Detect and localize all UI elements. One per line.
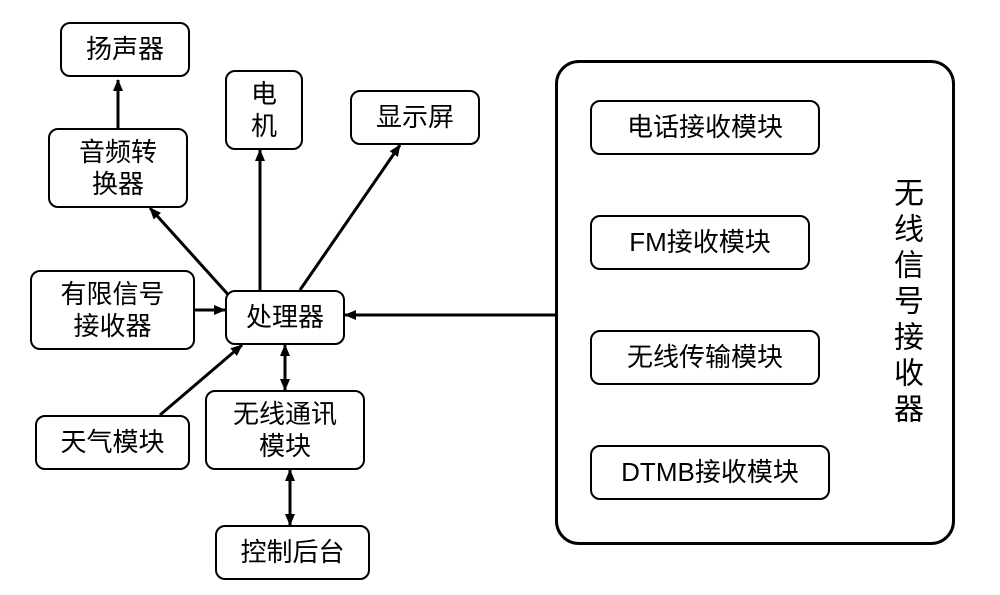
label: 电话接收模块 — [627, 111, 783, 144]
node-control-backend: 控制后台 — [215, 525, 370, 580]
label: 无线通讯模块 — [233, 398, 337, 463]
label: 控制后台 — [240, 536, 344, 569]
node-audio-converter: 音频转换器 — [48, 128, 188, 208]
node-phone-rx: 电话接收模块 — [590, 100, 820, 155]
node-motor: 电机 — [225, 70, 303, 150]
label: 扬声器 — [86, 33, 164, 66]
label: 显示屏 — [376, 101, 454, 134]
node-fm-rx: FM接收模块 — [590, 215, 810, 270]
label: 有限信号接收器 — [60, 278, 164, 343]
node-speaker: 扬声器 — [60, 22, 190, 77]
node-wired-receiver: 有限信号接收器 — [30, 270, 195, 350]
label: 电机 — [251, 78, 277, 143]
label: 音频转换器 — [79, 136, 157, 201]
node-wireless-tx: 无线传输模块 — [590, 330, 820, 385]
label: FM接收模块 — [629, 226, 771, 259]
label: 无线传输模块 — [627, 341, 783, 374]
label: 天气模块 — [60, 426, 164, 459]
node-display: 显示屏 — [350, 90, 480, 145]
container-label: 无线信号接收器 — [883, 113, 927, 493]
node-weather: 天气模块 — [35, 415, 190, 470]
label: 处理器 — [246, 301, 324, 334]
label: DTMB接收模块 — [621, 456, 799, 489]
node-wireless-comm: 无线通讯模块 — [205, 390, 365, 470]
node-processor: 处理器 — [225, 290, 345, 345]
label-text: 无线信号接收器 — [883, 177, 927, 429]
node-dtmb-rx: DTMB接收模块 — [590, 445, 830, 500]
